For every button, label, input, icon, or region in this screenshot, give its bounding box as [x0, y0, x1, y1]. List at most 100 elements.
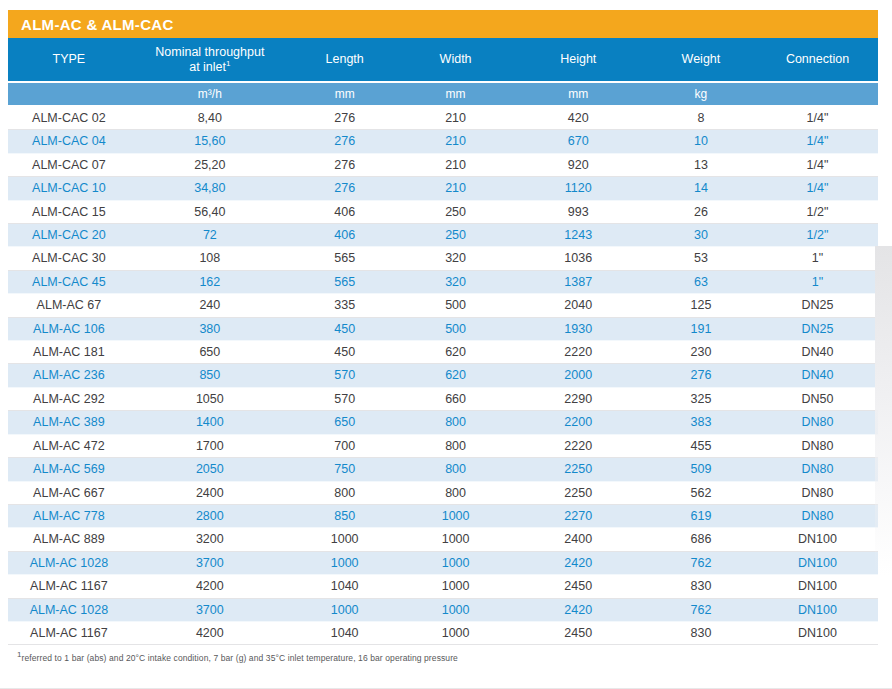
table-cell: 619 [645, 504, 757, 527]
table-head: TYPE Nominal throughput at inlet1 Length… [8, 38, 878, 106]
table-cell: 2800 [130, 504, 290, 527]
table-cell: 3700 [130, 551, 290, 574]
table-cell: 1000 [399, 551, 511, 574]
footnote-text: referred to 1 bar (abs) and 20°C intake … [22, 653, 458, 663]
table-cell: 1000 [290, 551, 400, 574]
table-cell: 2250 [512, 458, 645, 481]
table-cell: 240 [130, 294, 290, 317]
table-cell: 2400 [512, 528, 645, 551]
unit-throughput: m³/h [130, 82, 290, 106]
table-row: ALM-AC 1063804505001930191DN25 [8, 317, 878, 340]
table-row: ALM-AC 66724008008002250562DN80 [8, 481, 878, 504]
table-cell: ALM-AC 1028 [8, 598, 130, 621]
table-cell: 2220 [512, 341, 645, 364]
footnote: 1referred to 1 bar (abs) and 20°C intake… [17, 653, 878, 663]
table-cell: 406 [290, 200, 400, 223]
table-cell: DN100 [757, 575, 878, 598]
table-cell: ALM-AC 1167 [8, 575, 130, 598]
table-cell: 420 [512, 106, 645, 130]
table-cell: 1" [757, 270, 878, 293]
table-body: ALM-CAC 028,4027621042081/4"ALM-CAC 0415… [8, 106, 878, 645]
table-cell: 570 [290, 364, 400, 387]
table-cell: ALM-AC 667 [8, 481, 130, 504]
unit-type [8, 82, 130, 106]
table-cell: ALM-CAC 10 [8, 177, 130, 200]
table-row: ALM-CAC 451625653201387631" [8, 270, 878, 293]
table-cell: 620 [399, 364, 511, 387]
table-cell: 230 [645, 341, 757, 364]
table-cell: 565 [290, 270, 400, 293]
table-cell: 2040 [512, 294, 645, 317]
table-row: ALM-CAC 301085653201036531" [8, 247, 878, 270]
table-cell: 1/4" [757, 106, 878, 130]
table-cell: 1" [757, 247, 878, 270]
table-cell: 1/2" [757, 200, 878, 223]
table-cell: 700 [290, 434, 400, 457]
table-cell: 320 [399, 247, 511, 270]
table-cell: 800 [399, 434, 511, 457]
table-row: ALM-AC 10283700100010002420762DN100 [8, 551, 878, 574]
spec-table: TYPE Nominal throughput at inlet1 Length… [8, 38, 878, 645]
unit-height: mm [512, 82, 645, 106]
units-row: m³/h mm mm mm kg [8, 82, 878, 106]
table-cell: 250 [399, 200, 511, 223]
table-cell: 450 [290, 341, 400, 364]
table-row: ALM-AC 2368505706202000276DN40 [8, 364, 878, 387]
table-cell: 2420 [512, 551, 645, 574]
table-cell: DN80 [757, 481, 878, 504]
table-cell: DN40 [757, 341, 878, 364]
table-cell: 830 [645, 621, 757, 644]
table-cell: 276 [290, 153, 400, 176]
table-cell: 210 [399, 153, 511, 176]
table-cell: ALM-AC 236 [8, 364, 130, 387]
table-cell: 72 [130, 224, 290, 247]
table-cell: DN40 [757, 364, 878, 387]
unit-connection [757, 82, 878, 106]
col-header-weight: Weight [645, 38, 757, 82]
table-row: ALM-AC 672403355002040125DN25 [8, 294, 878, 317]
table-cell: 1000 [290, 528, 400, 551]
table-cell: 1243 [512, 224, 645, 247]
table-cell: 565 [290, 247, 400, 270]
table-cell: 1040 [290, 621, 400, 644]
table-cell: ALM-AC 106 [8, 317, 130, 340]
table-cell: 686 [645, 528, 757, 551]
section-title-bar: ALM-AC & ALM-CAC [8, 10, 878, 38]
table-cell: 650 [290, 411, 400, 434]
table-cell: 2450 [512, 621, 645, 644]
col-header-length: Length [290, 38, 400, 82]
table-cell: DN100 [757, 528, 878, 551]
table-row: ALM-AC 11674200104010002450830DN100 [8, 575, 878, 598]
table-cell: 1000 [399, 528, 511, 551]
table-cell: DN80 [757, 411, 878, 434]
table-cell: DN80 [757, 458, 878, 481]
table-cell: 276 [290, 177, 400, 200]
table-cell: 250 [399, 224, 511, 247]
table-cell: 3200 [130, 528, 290, 551]
table-cell: 1/2" [757, 224, 878, 247]
table-cell: 1036 [512, 247, 645, 270]
table-cell: 1000 [399, 575, 511, 598]
table-cell: 2220 [512, 434, 645, 457]
table-cell: 8,40 [130, 106, 290, 130]
table-cell: 1400 [130, 411, 290, 434]
table-cell: ALM-AC 181 [8, 341, 130, 364]
table-row: ALM-AC 56920507508002250509DN80 [8, 458, 878, 481]
table-cell: 8 [645, 106, 757, 130]
table-cell: 2450 [512, 575, 645, 598]
table-row: ALM-AC 8893200100010002400686DN100 [8, 528, 878, 551]
unit-length: mm [290, 82, 400, 106]
table-cell: 2000 [512, 364, 645, 387]
table-cell: 406 [290, 224, 400, 247]
table-row: ALM-CAC 028,4027621042081/4" [8, 106, 878, 130]
table-cell: 14 [645, 177, 757, 200]
table-row: ALM-AC 47217007008002220455DN80 [8, 434, 878, 457]
table-cell: 750 [290, 458, 400, 481]
table-cell: 1/4" [757, 153, 878, 176]
table-cell: ALM-CAC 02 [8, 106, 130, 130]
col-header-type: TYPE [8, 38, 130, 82]
table-cell: 762 [645, 598, 757, 621]
table-cell: 2050 [130, 458, 290, 481]
table-cell: 450 [290, 317, 400, 340]
table-cell: 25,20 [130, 153, 290, 176]
